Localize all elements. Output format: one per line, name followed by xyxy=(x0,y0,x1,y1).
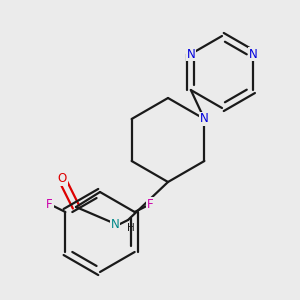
Text: N: N xyxy=(111,218,119,232)
Text: N: N xyxy=(200,112,209,125)
Text: N: N xyxy=(186,47,195,61)
Text: F: F xyxy=(147,197,154,211)
Text: F: F xyxy=(46,197,53,211)
Text: H: H xyxy=(127,223,135,233)
Text: O: O xyxy=(57,172,67,185)
Text: N: N xyxy=(249,47,258,61)
